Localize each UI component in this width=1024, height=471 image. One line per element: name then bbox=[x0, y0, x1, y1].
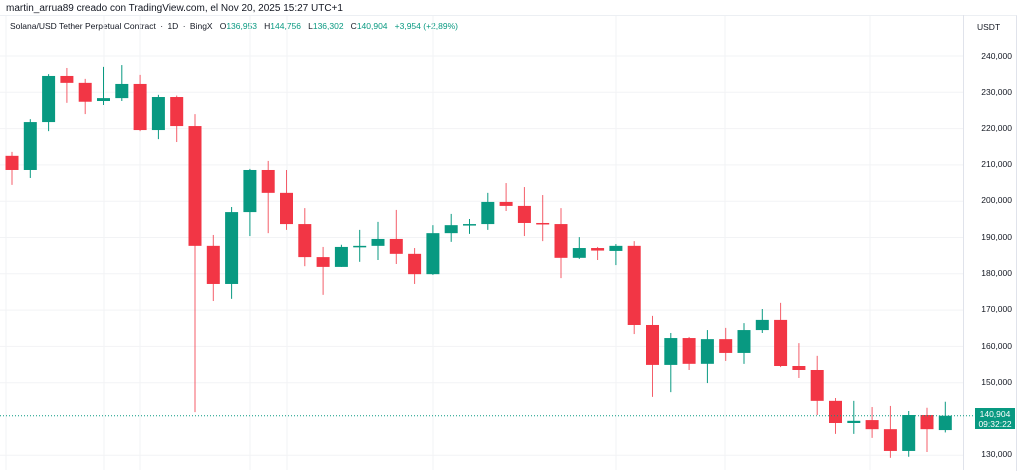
candle-up[interactable] bbox=[463, 218, 476, 234]
chart-pane[interactable] bbox=[0, 15, 1017, 471]
candle-up[interactable] bbox=[444, 213, 458, 242]
price-tick: 190,000 bbox=[981, 232, 1012, 242]
currency-label[interactable]: USDT bbox=[977, 22, 1001, 32]
candle-down[interactable] bbox=[206, 234, 220, 302]
last-price-badge: 140,904 09:32:22 bbox=[975, 408, 1015, 429]
candle-down[interactable] bbox=[682, 336, 696, 370]
candle-down[interactable] bbox=[591, 246, 605, 261]
separator-dot: · bbox=[160, 21, 164, 31]
price-tick: 210,000 bbox=[981, 159, 1012, 169]
price-tick: 150,000 bbox=[981, 377, 1012, 387]
candle-down[interactable] bbox=[316, 246, 330, 295]
candle-down[interactable] bbox=[810, 355, 824, 416]
symbol-name[interactable]: Solana/USD Tether Perpetual Contract bbox=[10, 21, 156, 31]
candle-up[interactable] bbox=[664, 332, 678, 393]
exchange-label: BingX bbox=[189, 21, 213, 31]
price-tick: 240,000 bbox=[981, 51, 1012, 61]
candle-up[interactable] bbox=[426, 225, 440, 275]
candle-up[interactable] bbox=[115, 65, 129, 102]
candle-down[interactable] bbox=[133, 74, 147, 132]
candle-up[interactable] bbox=[225, 207, 239, 299]
candle-down[interactable] bbox=[389, 209, 403, 264]
candle-down[interactable] bbox=[883, 405, 897, 458]
candle-up[interactable] bbox=[353, 229, 367, 262]
candle-down[interactable] bbox=[499, 183, 513, 212]
price-tick: 220,000 bbox=[981, 123, 1012, 133]
candle-down[interactable] bbox=[865, 407, 879, 438]
last-price-value: 140,904 bbox=[979, 409, 1011, 419]
candle-down[interactable] bbox=[536, 195, 550, 242]
close-value: 140,904 bbox=[356, 21, 388, 31]
price-tick: 180,000 bbox=[981, 268, 1012, 278]
separator-dot: · bbox=[182, 21, 186, 31]
high-value: 144,756 bbox=[270, 21, 302, 31]
candle-down[interactable] bbox=[170, 95, 184, 143]
close-label: C bbox=[350, 21, 357, 31]
price-tick: 170,000 bbox=[981, 304, 1012, 314]
candle-up[interactable] bbox=[481, 192, 495, 230]
candle-down[interactable] bbox=[719, 327, 733, 361]
candle-down[interactable] bbox=[78, 78, 92, 115]
open-label: O bbox=[219, 21, 227, 31]
candle-up[interactable] bbox=[847, 400, 861, 434]
candle-down[interactable] bbox=[554, 208, 568, 279]
candle-up[interactable] bbox=[23, 119, 37, 178]
candle-up[interactable] bbox=[243, 168, 257, 237]
candle-up[interactable] bbox=[572, 237, 586, 259]
candle-down[interactable] bbox=[298, 208, 312, 267]
candle-down[interactable] bbox=[280, 169, 293, 230]
price-scale[interactable] bbox=[963, 15, 1017, 470]
chart-attribution: martin_arrua89 creado con TradingView.co… bbox=[6, 3, 343, 14]
candle-down[interactable] bbox=[792, 343, 806, 378]
candle-down[interactable] bbox=[408, 248, 422, 284]
candle-down[interactable] bbox=[829, 397, 842, 434]
candle-down[interactable] bbox=[646, 315, 659, 397]
symbol-legend: Solana/USD Tether Perpetual Contract · 1… bbox=[10, 21, 458, 31]
candle-down[interactable] bbox=[60, 67, 74, 103]
candle-down[interactable] bbox=[627, 241, 641, 335]
candle-down[interactable] bbox=[261, 160, 275, 234]
candle-down[interactable] bbox=[774, 302, 788, 368]
interval-label[interactable]: 1D bbox=[167, 21, 179, 31]
open-value: 136,953 bbox=[226, 21, 258, 31]
candle-up[interactable] bbox=[902, 411, 916, 457]
candle-down[interactable] bbox=[920, 407, 934, 453]
candle-down[interactable] bbox=[5, 151, 19, 185]
candle-up[interactable] bbox=[755, 309, 769, 333]
low-label: L bbox=[308, 21, 313, 31]
bar-countdown: 09:32:22 bbox=[978, 419, 1012, 429]
low-value: 136,302 bbox=[312, 21, 344, 31]
candle-up[interactable] bbox=[42, 74, 56, 132]
candle-up[interactable] bbox=[97, 66, 110, 106]
price-tick: 200,000 bbox=[981, 195, 1012, 205]
candle-up[interactable] bbox=[737, 323, 751, 364]
price-tick: 230,000 bbox=[981, 87, 1012, 97]
high-label: H bbox=[264, 21, 271, 31]
candle-up[interactable] bbox=[700, 330, 714, 384]
change-value: +3,954 (+2,89%) bbox=[394, 21, 458, 31]
candle-up[interactable] bbox=[334, 244, 348, 267]
price-tick: 160,000 bbox=[981, 341, 1012, 351]
candle-up[interactable] bbox=[609, 244, 623, 266]
candle-up[interactable] bbox=[938, 401, 952, 433]
candle-down[interactable] bbox=[188, 114, 202, 413]
candle-up[interactable] bbox=[371, 221, 385, 261]
candle-down[interactable] bbox=[517, 187, 531, 237]
price-tick: 130,000 bbox=[981, 449, 1012, 459]
candle-up[interactable] bbox=[151, 94, 165, 140]
